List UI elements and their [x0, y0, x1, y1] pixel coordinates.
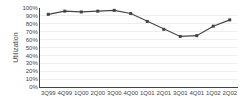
svg-text:20%: 20% [26, 68, 39, 74]
svg-text:60%: 60% [26, 37, 39, 43]
svg-text:2Q00: 2Q00 [90, 90, 105, 96]
svg-text:2Q02: 2Q02 [222, 90, 237, 96]
svg-text:0%: 0% [29, 84, 38, 90]
svg-text:80%: 80% [26, 21, 39, 27]
svg-text:3Q99: 3Q99 [41, 90, 56, 96]
svg-text:30%: 30% [26, 60, 39, 66]
svg-text:Utilization: Utilization [12, 32, 19, 62]
svg-text:70%: 70% [26, 29, 39, 35]
svg-text:4Q00: 4Q00 [123, 90, 138, 96]
svg-text:1Q00: 1Q00 [74, 90, 89, 96]
svg-text:3Q01: 3Q01 [173, 90, 188, 96]
svg-text:1Q02: 1Q02 [206, 90, 221, 96]
svg-text:4Q01: 4Q01 [189, 90, 204, 96]
svg-text:1Q01: 1Q01 [140, 90, 155, 96]
svg-text:3Q00: 3Q00 [107, 90, 122, 96]
svg-text:40%: 40% [26, 53, 39, 59]
svg-text:90%: 90% [26, 13, 39, 19]
svg-text:100%: 100% [22, 5, 38, 11]
svg-text:50%: 50% [26, 45, 39, 51]
svg-text:10%: 10% [26, 76, 39, 82]
svg-text:4Q99: 4Q99 [57, 90, 72, 96]
svg-text:2Q01: 2Q01 [156, 90, 171, 96]
